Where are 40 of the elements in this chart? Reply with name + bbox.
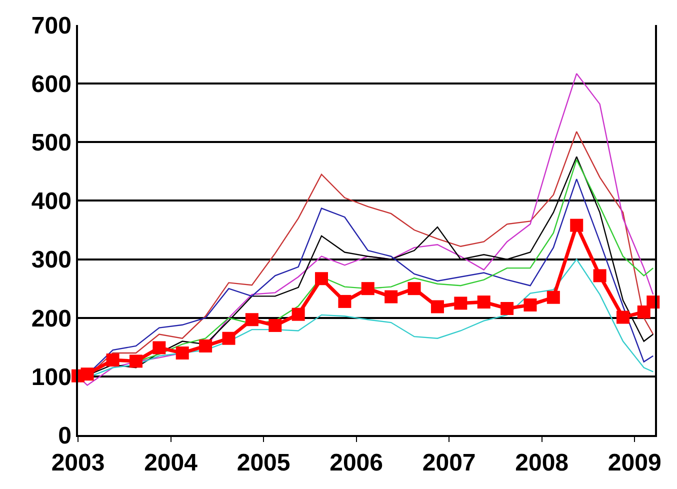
- y-tick-label: 700: [31, 12, 72, 40]
- point: [546, 290, 560, 304]
- point: [222, 332, 236, 345]
- y-tick-label: 400: [31, 188, 72, 216]
- point: [338, 294, 352, 308]
- y-tick-label: 0: [58, 422, 72, 450]
- x-tick-label: 2009: [608, 450, 662, 477]
- point: [199, 339, 212, 352]
- y-tick-label: 200: [31, 305, 72, 332]
- point: [454, 296, 468, 310]
- point: [106, 354, 120, 367]
- point: [152, 341, 166, 354]
- x-tick-label: 2004: [144, 450, 198, 477]
- point: [292, 308, 305, 321]
- point: [315, 272, 328, 286]
- point: [408, 282, 421, 296]
- point: [477, 296, 490, 309]
- x-tick-label: 2003: [51, 450, 105, 477]
- point: [593, 269, 606, 282]
- x-tick-label: 2006: [330, 450, 383, 477]
- y-tick-label: 300: [31, 246, 72, 274]
- point: [129, 354, 142, 368]
- x-tick-label: 2008: [515, 450, 569, 477]
- point: [500, 302, 514, 315]
- y-tick-label: 600: [31, 70, 72, 98]
- point: [80, 368, 94, 381]
- point: [361, 282, 374, 296]
- point: [570, 218, 584, 232]
- point: [524, 298, 537, 312]
- y-tick-label: 500: [31, 130, 72, 157]
- y-tick-label: 100: [31, 364, 72, 391]
- point: [268, 318, 282, 332]
- point: [616, 310, 630, 324]
- point: [430, 300, 444, 314]
- point: [245, 313, 258, 326]
- point: [176, 346, 189, 360]
- x-tick-label: 2007: [422, 450, 476, 477]
- point: [384, 290, 398, 304]
- point: [637, 306, 650, 318]
- x-tick-label: 2005: [236, 450, 290, 477]
